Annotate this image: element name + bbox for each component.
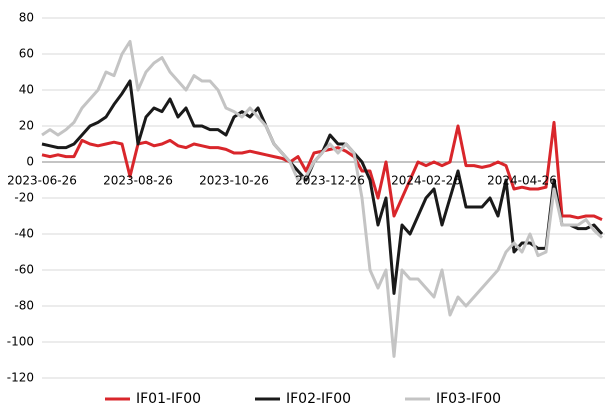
y-tick-label: 20 <box>19 119 34 133</box>
y-tick-label: -20 <box>14 191 34 205</box>
legend-label: IF01-IF00 <box>136 391 201 407</box>
y-tick-label: 40 <box>19 83 34 97</box>
legend-label: IF02-IF00 <box>286 391 351 407</box>
x-tick-label: 2023-10-26 <box>199 174 269 188</box>
y-tick-label: -80 <box>14 299 34 313</box>
y-tick-label: 80 <box>19 11 34 25</box>
y-tick-label: -40 <box>14 227 34 241</box>
x-tick-label: 2023-06-26 <box>7 174 77 188</box>
y-tick-label: -100 <box>7 335 34 349</box>
y-tick-label: 60 <box>19 47 34 61</box>
series-line <box>41 120 603 221</box>
y-tick-label: 0 <box>26 155 34 169</box>
x-tick-label: 2023-08-26 <box>103 174 173 188</box>
x-tick-label: 2024-02-26 <box>391 174 461 188</box>
legend-label: IF03-IF00 <box>436 391 501 407</box>
y-tick-label: -60 <box>14 263 34 277</box>
x-tick-label: 2023-12-26 <box>295 174 365 188</box>
x-tick-label: 2024-04-26 <box>487 174 557 188</box>
y-tick-label: -120 <box>7 371 34 385</box>
series-line <box>41 39 604 358</box>
